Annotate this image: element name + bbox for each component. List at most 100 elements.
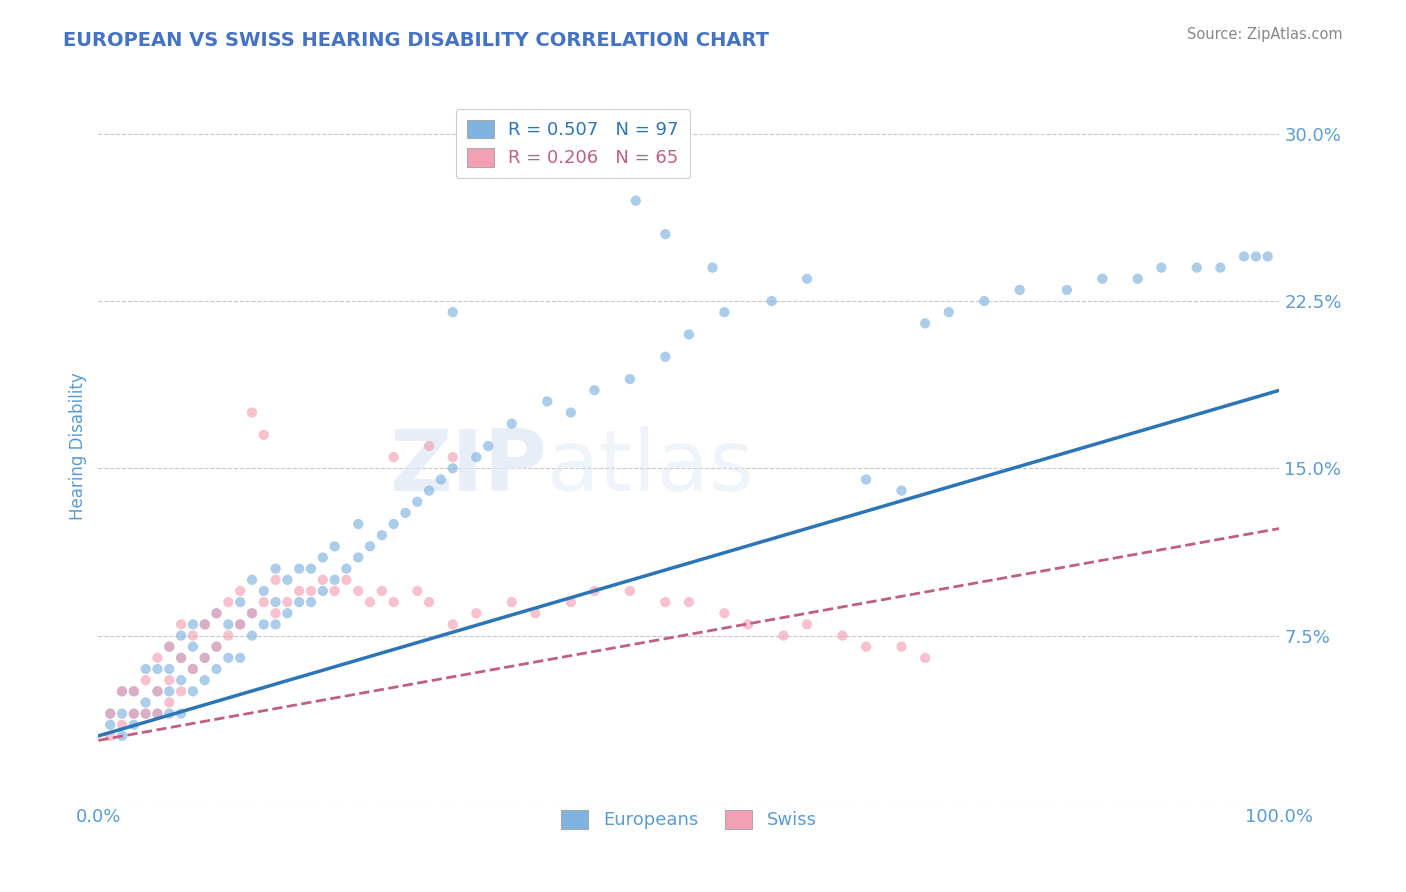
Point (170, 617, 193, 632)
Point (276, 573, 298, 587)
Point (170, 684, 193, 698)
Point (264, 607, 287, 621)
Point (524, 607, 547, 621)
Point (1126, 271, 1149, 285)
Point (654, 227, 676, 241)
Point (441, 450, 464, 464)
Point (702, 260, 724, 275)
Point (157, 684, 180, 698)
Point (1008, 283, 1031, 297)
Point (678, 327, 700, 342)
Point (418, 595, 440, 609)
Point (157, 640, 180, 654)
Point (146, 684, 169, 698)
Point (111, 684, 134, 698)
Point (583, 583, 606, 598)
Legend: Europeans, Swiss: Europeans, Swiss (554, 803, 824, 837)
Text: Source: ZipAtlas.com: Source: ZipAtlas.com (1187, 27, 1343, 42)
Point (98, 729, 121, 743)
Point (111, 717, 134, 731)
Point (1209, 260, 1232, 275)
Point (288, 595, 311, 609)
Point (217, 617, 239, 632)
Point (205, 607, 228, 621)
Point (441, 305, 464, 319)
Point (1091, 271, 1114, 285)
Point (181, 617, 204, 632)
Point (359, 595, 381, 609)
Point (477, 439, 499, 453)
Point (737, 617, 759, 632)
Point (382, 595, 405, 609)
Point (253, 617, 276, 632)
Point (418, 483, 440, 498)
Point (299, 583, 322, 598)
Point (170, 706, 193, 721)
Point (170, 651, 193, 665)
Point (157, 706, 180, 721)
Point (170, 628, 193, 642)
Point (253, 583, 276, 598)
Point (347, 516, 370, 531)
Point (122, 706, 145, 721)
Point (135, 662, 157, 676)
Point (914, 651, 936, 665)
Point (157, 673, 180, 687)
Point (181, 640, 204, 654)
Point (890, 483, 912, 498)
Point (146, 706, 169, 721)
Point (217, 651, 239, 665)
Point (194, 673, 217, 687)
Point (312, 583, 335, 598)
Point (299, 562, 322, 576)
Point (205, 607, 228, 621)
Point (240, 607, 263, 621)
Point (560, 595, 582, 609)
Point (335, 573, 357, 587)
Point (418, 439, 440, 453)
Point (430, 473, 453, 487)
Point (111, 684, 134, 698)
Point (465, 607, 488, 621)
Point (501, 595, 523, 609)
Point (111, 729, 134, 743)
Point (253, 595, 276, 609)
Point (181, 662, 204, 676)
Point (194, 617, 217, 632)
Point (772, 628, 794, 642)
Point (240, 628, 263, 642)
Point (122, 717, 145, 731)
Point (181, 684, 204, 698)
Point (135, 706, 157, 721)
Point (205, 640, 228, 654)
Point (240, 607, 263, 621)
Point (654, 350, 676, 364)
Point (135, 706, 157, 721)
Point (713, 607, 735, 621)
Point (560, 405, 582, 419)
Point (1056, 283, 1078, 297)
Point (855, 473, 877, 487)
Point (973, 293, 995, 308)
Point (205, 662, 228, 676)
Point (312, 550, 335, 565)
Point (229, 651, 252, 665)
Point (406, 494, 429, 508)
Point (312, 573, 335, 587)
Point (217, 628, 239, 642)
Point (299, 595, 322, 609)
Point (371, 583, 394, 598)
Point (264, 617, 287, 632)
Point (359, 539, 381, 553)
Point (146, 706, 169, 721)
Point (288, 562, 311, 576)
Point (181, 628, 204, 642)
Point (678, 595, 700, 609)
Point (624, 194, 647, 208)
Point (323, 539, 346, 553)
Point (796, 617, 818, 632)
Point (240, 405, 263, 419)
Point (1150, 260, 1173, 275)
Point (382, 516, 405, 531)
Text: ZIP: ZIP (389, 425, 547, 509)
